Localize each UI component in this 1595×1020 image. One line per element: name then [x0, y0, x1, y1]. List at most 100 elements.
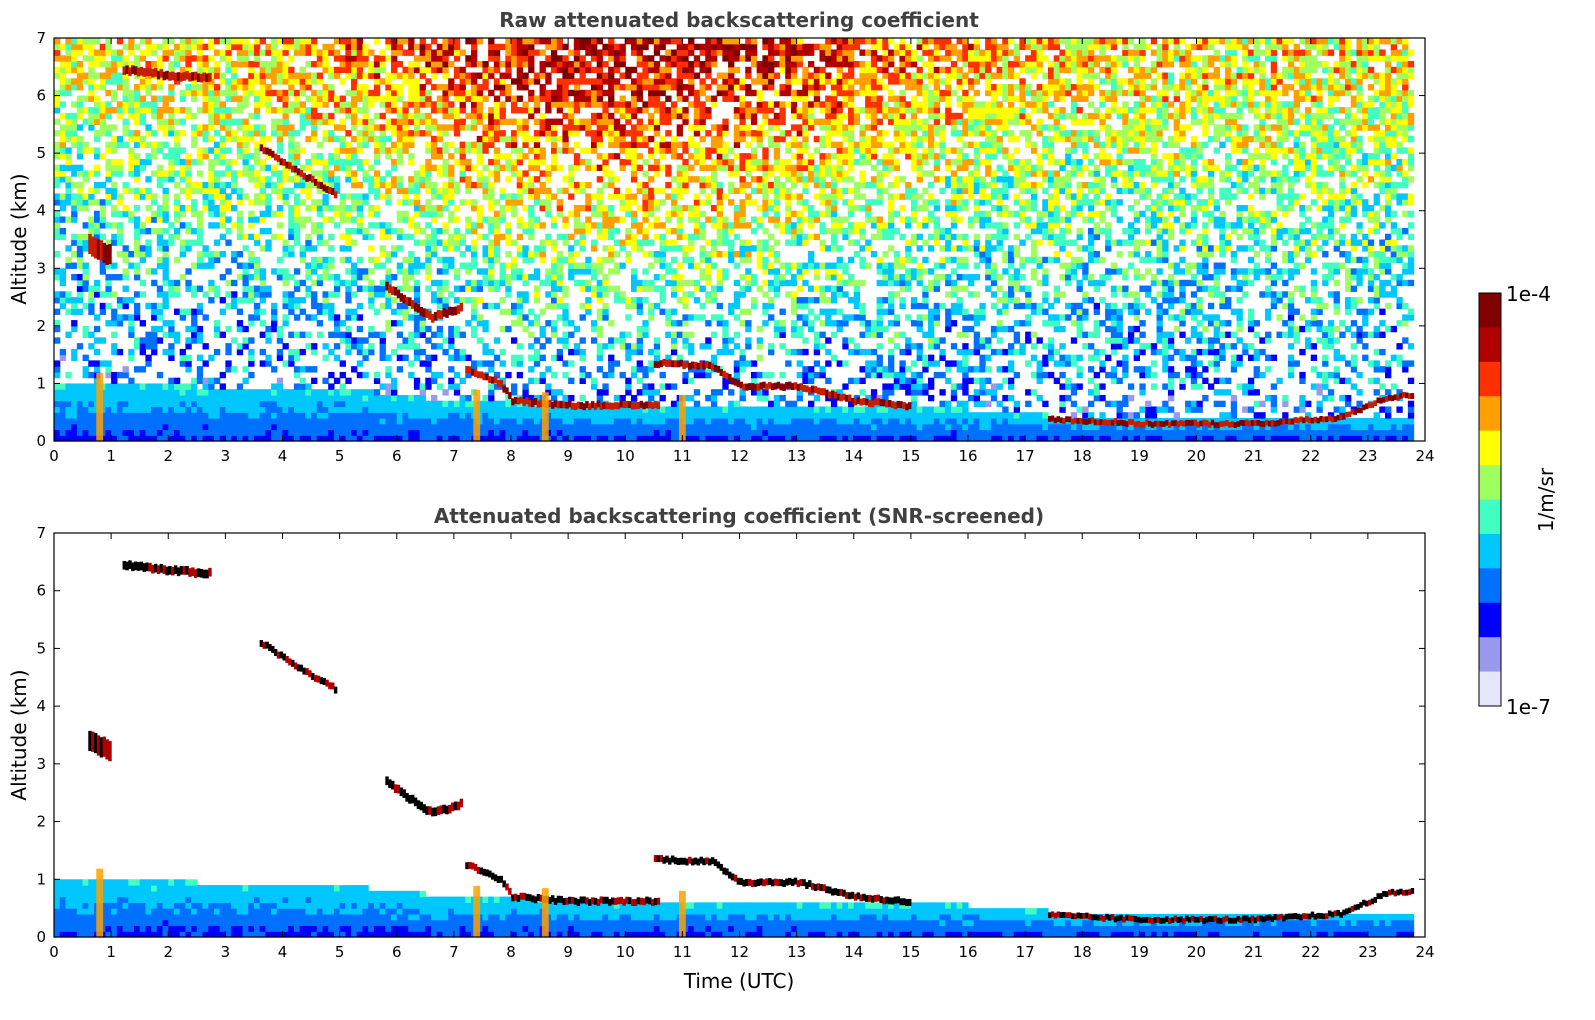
heatmap-cell — [608, 141, 615, 148]
heatmap-cell — [185, 354, 192, 361]
heatmap-cell — [505, 412, 512, 419]
heatmap-cell — [368, 66, 375, 74]
heatmap-cell — [88, 285, 95, 292]
heatmap-cell — [608, 251, 615, 258]
heatmap-cell — [168, 435, 175, 442]
heatmap-cell — [596, 124, 603, 131]
heatmap-cell — [122, 400, 129, 408]
heatmap-cell — [139, 291, 146, 298]
heatmap-cell — [533, 95, 541, 102]
heatmap-cell — [442, 158, 449, 166]
heatmap-cell — [259, 72, 266, 79]
heatmap-cell — [173, 216, 181, 223]
heatmap-cell — [431, 61, 438, 68]
heatmap-cell — [71, 389, 78, 396]
heatmap-cell — [493, 302, 501, 310]
heatmap-cell — [396, 107, 404, 114]
heatmap-cell — [99, 43, 107, 51]
heatmap-cell — [122, 245, 129, 252]
heatmap-cell — [196, 412, 204, 419]
heatmap-cell — [265, 49, 272, 56]
heatmap-cell — [225, 135, 232, 143]
heatmap-cell — [676, 38, 683, 45]
heatmap-cell — [116, 406, 124, 413]
heatmap-cell — [442, 245, 449, 252]
heatmap-cell — [196, 400, 204, 408]
heatmap-cell — [533, 348, 541, 356]
heatmap-cell — [488, 279, 495, 287]
heatmap-cell — [196, 43, 204, 51]
heatmap-cell — [71, 112, 78, 120]
heatmap-cell — [465, 279, 472, 287]
heatmap-cell — [602, 274, 609, 281]
heatmap-cell — [139, 135, 146, 143]
heatmap-cell — [305, 435, 312, 442]
heatmap-cell — [305, 118, 312, 125]
heatmap-cell — [568, 89, 575, 97]
heatmap-cell — [322, 435, 329, 442]
heatmap-cell — [259, 417, 266, 425]
heatmap-cell — [99, 55, 107, 62]
heatmap-cell — [505, 251, 512, 258]
heatmap-cell — [659, 101, 666, 108]
heatmap-cell — [133, 383, 141, 390]
heatmap-cell — [425, 354, 432, 361]
heatmap-cell — [636, 325, 643, 333]
heatmap-cell — [659, 406, 666, 413]
heatmap-cell — [511, 193, 518, 200]
heatmap-cell — [213, 239, 221, 246]
heatmap-cell — [448, 245, 455, 252]
heatmap-cell — [516, 360, 524, 367]
heatmap-cell — [122, 371, 129, 379]
heatmap-cell — [299, 383, 306, 390]
heatmap-cell — [482, 256, 489, 264]
heatmap-cell — [385, 95, 392, 102]
heatmap-cell — [328, 435, 335, 442]
heatmap-cell — [431, 124, 438, 131]
heatmap-cell — [328, 314, 335, 321]
heatmap-cell — [282, 112, 289, 120]
heatmap-cell — [573, 251, 581, 258]
heatmap-cell — [425, 199, 432, 206]
heatmap-cell — [225, 423, 232, 431]
heatmap-cell — [179, 417, 186, 425]
heatmap-cell — [271, 89, 278, 97]
heatmap-cell — [425, 210, 432, 218]
heatmap-cell — [288, 153, 295, 160]
heatmap-cell — [710, 49, 718, 56]
heatmap-cell — [242, 233, 249, 241]
heatmap-cell — [288, 389, 295, 396]
heatmap-cell — [625, 72, 632, 79]
heatmap-cell — [505, 95, 512, 102]
heatmap-cell — [550, 61, 558, 68]
heatmap-cell — [579, 285, 586, 292]
heatmap-cell — [596, 164, 603, 172]
heatmap-cell — [173, 435, 181, 442]
heatmap-cell — [625, 354, 632, 361]
heatmap-cell — [208, 193, 215, 200]
heatmap-cell — [471, 251, 478, 258]
heatmap-cell — [471, 331, 478, 338]
heatmap-cell — [705, 297, 712, 304]
heatmap-cell — [511, 302, 518, 310]
heatmap-cell — [128, 314, 135, 321]
heatmap-cell — [710, 406, 718, 413]
heatmap-cell — [676, 130, 683, 137]
heatmap-cell — [488, 170, 495, 177]
heatmap-cell — [259, 360, 266, 367]
heatmap-cell — [88, 107, 95, 114]
heatmap-cell — [533, 423, 541, 431]
heatmap-cell — [385, 268, 392, 275]
heatmap-cell — [471, 124, 478, 131]
heatmap-cell — [271, 78, 278, 85]
heatmap-cell — [379, 147, 386, 154]
heatmap-cell — [196, 331, 204, 338]
heatmap-cell — [282, 406, 289, 413]
heatmap-cell — [271, 435, 278, 442]
heatmap-cell — [379, 429, 386, 436]
heatmap-cell — [116, 389, 124, 396]
heatmap-cell — [76, 124, 84, 131]
heatmap-cell — [122, 251, 129, 258]
heatmap-cell — [705, 268, 712, 275]
heatmap-cell — [488, 383, 495, 390]
